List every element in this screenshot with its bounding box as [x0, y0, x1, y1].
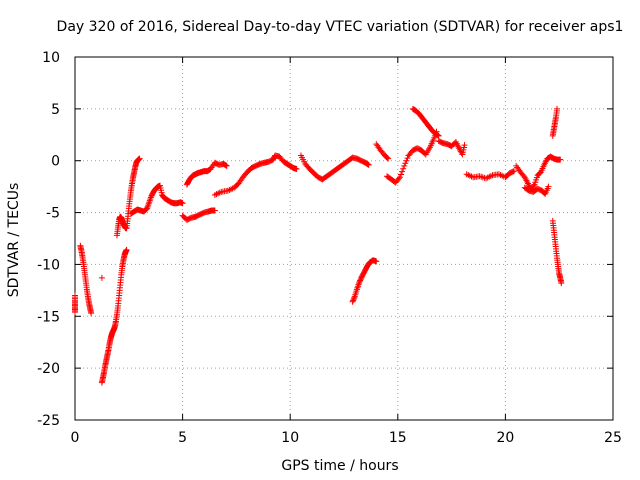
data-point — [400, 165, 407, 172]
data-point — [72, 309, 78, 316]
series-arc14 — [409, 105, 442, 139]
series-arc13 — [384, 128, 440, 186]
data-point — [403, 157, 410, 164]
data-point — [404, 155, 411, 162]
series-arc11 — [349, 257, 380, 305]
data-point — [395, 175, 402, 182]
data-point — [434, 132, 441, 139]
data-point — [351, 294, 358, 301]
data-point — [384, 154, 391, 161]
data-point — [509, 168, 516, 175]
x-tick-label: 20 — [496, 430, 514, 446]
data-point — [349, 298, 356, 305]
grid — [75, 57, 613, 420]
data-point — [554, 105, 561, 112]
series-arc6 — [127, 182, 186, 217]
data-point — [402, 160, 409, 167]
y-tick-label: -10 — [37, 257, 60, 273]
y-tick-label: -20 — [37, 361, 60, 377]
series-arc7 — [179, 207, 218, 223]
y-tick-label: 5 — [51, 102, 60, 118]
y-tick-label: 10 — [42, 50, 60, 66]
data-point — [350, 296, 357, 303]
series-arc16 — [463, 168, 518, 182]
data-point — [385, 155, 392, 162]
x-tick-label: 0 — [71, 430, 80, 446]
data-point — [357, 277, 364, 284]
data-point — [123, 246, 130, 253]
data-point — [530, 182, 537, 189]
x-tick-label: 10 — [281, 430, 299, 446]
y-tick-label: 0 — [51, 154, 60, 170]
data-point — [558, 280, 565, 287]
data-point — [356, 280, 363, 287]
series-arc15 — [435, 138, 468, 158]
series-arc4 — [98, 246, 130, 386]
y-tick-label: -5 — [46, 206, 60, 222]
data-points — [72, 105, 565, 386]
data-point — [435, 132, 442, 139]
series-arc5 — [113, 155, 143, 239]
y-tick-label: -15 — [37, 309, 60, 325]
series-arc20 — [549, 217, 565, 287]
data-point — [399, 168, 406, 175]
data-point — [364, 161, 371, 168]
series-arc1 — [72, 292, 78, 316]
data-point — [396, 174, 403, 181]
x-axis-label: GPS time / hours — [281, 458, 398, 474]
series-arc17 — [513, 153, 564, 193]
series-arc9 — [211, 152, 300, 198]
x-tick-label: 15 — [389, 430, 407, 446]
plot-frame — [74, 56, 614, 421]
data-point — [511, 168, 518, 175]
x-tick-label: 25 — [604, 430, 622, 446]
data-point — [223, 162, 230, 169]
data-point — [222, 162, 229, 169]
data-point — [350, 297, 357, 304]
series-arc10 — [297, 152, 372, 183]
data-point — [211, 207, 218, 214]
series-arc3 — [98, 274, 105, 281]
data-point — [461, 142, 468, 149]
data-point — [398, 171, 405, 178]
series-arc18 — [521, 183, 552, 197]
data-point — [293, 166, 300, 173]
data-point — [356, 278, 363, 285]
chart-title: Day 320 of 2016, Sidereal Day-to-day VTE… — [57, 19, 624, 35]
x-tick-label: 5 — [178, 430, 187, 446]
data-point — [401, 162, 408, 169]
data-point — [179, 200, 186, 207]
data-point — [136, 155, 143, 162]
y-tick-label: -25 — [37, 413, 60, 429]
data-point — [98, 274, 105, 281]
data-point — [365, 161, 372, 168]
series-arc8 — [183, 159, 230, 188]
data-point — [545, 183, 552, 190]
series-arc19 — [549, 105, 561, 139]
data-point — [557, 156, 564, 163]
data-point — [88, 310, 95, 317]
data-point — [373, 258, 380, 265]
y-axis-label: SDTVAR / TECUs — [6, 183, 22, 298]
series-arc12 — [373, 141, 392, 162]
axis-ticks: 0 5 10 15 20 25 -25 -20 -15 -10 -5 0 5 10 — [37, 50, 622, 446]
series-arc2 — [77, 242, 95, 317]
